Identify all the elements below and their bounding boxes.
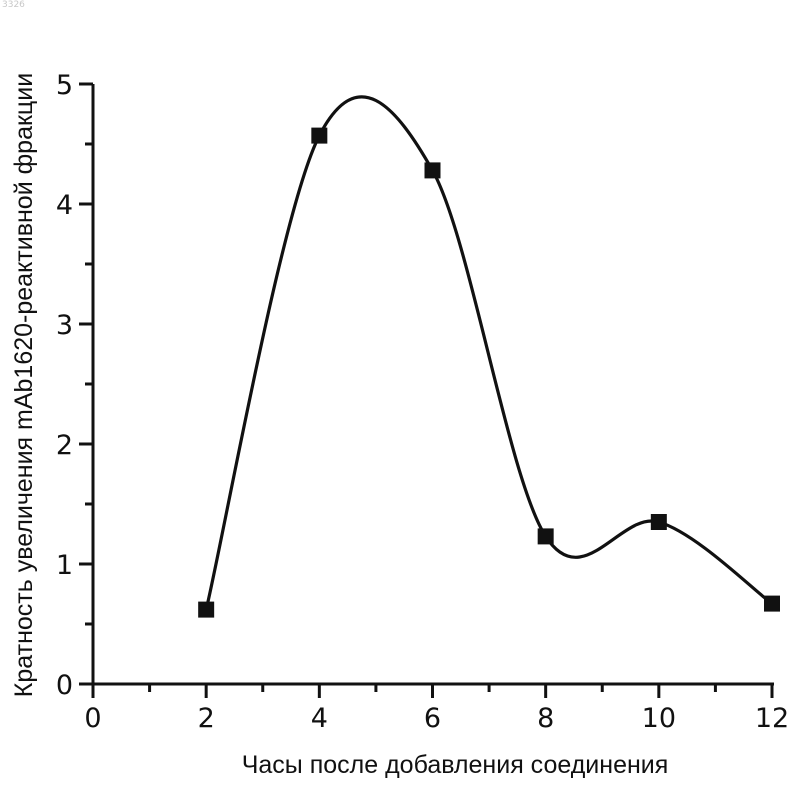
y-tick-label: 0 [56, 670, 73, 701]
y-axis-title: Кратность увеличения mAb1620-реактивной … [10, 73, 38, 697]
x-axis-title: Часы после добавления соединения [242, 751, 669, 779]
series-line [206, 97, 772, 610]
data-point [198, 602, 214, 618]
y-tick-label: 2 [56, 430, 73, 461]
x-tick-label: 8 [537, 703, 554, 734]
x-tick-label: 0 [84, 703, 101, 734]
data-point [538, 528, 554, 544]
x-tick-label: 10 [642, 703, 676, 734]
x-tick-label: 2 [198, 703, 215, 734]
data-points [198, 128, 780, 618]
data-point [764, 596, 780, 612]
x-tick-label: 4 [311, 703, 328, 734]
tick-labels: 012345024681012 [56, 70, 789, 734]
data-point [425, 162, 441, 178]
y-tick-label: 3 [56, 310, 73, 341]
y-tick-label: 1 [56, 550, 73, 581]
data-point [651, 514, 667, 530]
y-tick-label: 5 [56, 70, 73, 101]
data-point [311, 128, 327, 144]
x-tick-label: 6 [424, 703, 441, 734]
y-tick-label: 4 [56, 190, 73, 221]
x-tick-label: 12 [755, 703, 789, 734]
